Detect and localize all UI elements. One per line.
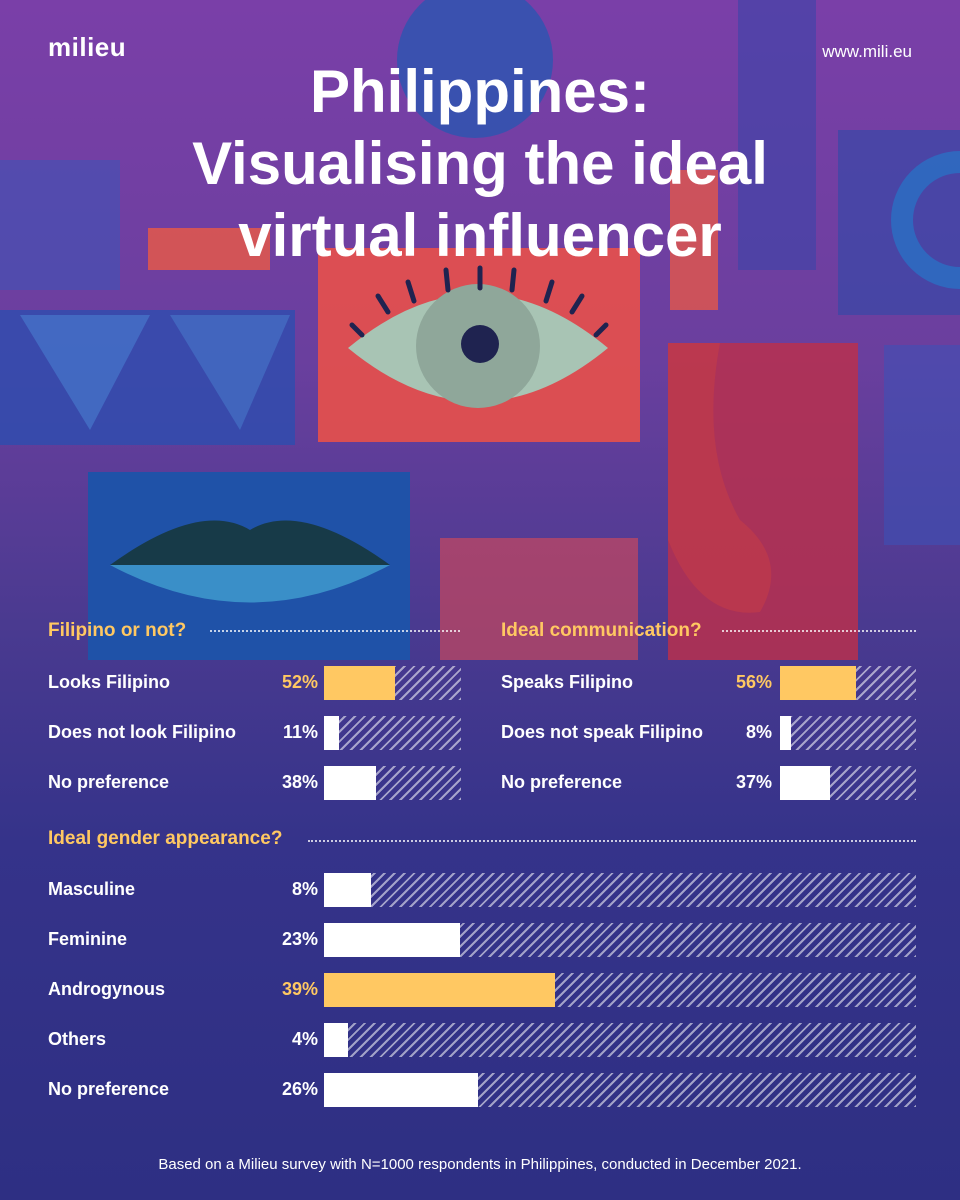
category-label: Androgynous: [48, 979, 165, 999]
bar: [324, 1073, 478, 1107]
bar-row: Others 4%: [48, 1023, 916, 1057]
deco-bar-red: [148, 228, 270, 270]
divider-dots: [308, 840, 916, 842]
category-label: Does not look Filipino: [48, 722, 236, 742]
category-label: No preference: [48, 772, 170, 792]
bar-track: [324, 716, 461, 750]
bar-track: [324, 973, 916, 1007]
bar-row: Androgynous 39%: [48, 973, 916, 1007]
bar-track: [324, 873, 916, 907]
bar: [324, 973, 555, 1007]
category-label: Feminine: [48, 929, 128, 949]
divider-dots: [722, 630, 916, 632]
bar-row: No preference 37%: [501, 766, 916, 800]
bar-track: [324, 1073, 916, 1107]
value-label: 4%: [291, 1029, 318, 1049]
value-label: 8%: [291, 879, 318, 899]
chart-title-filipino: Filipino or not?: [48, 620, 187, 641]
page-title: Philippines: Visualising the ideal virtu…: [60, 62, 900, 278]
value-label: 23%: [281, 929, 318, 949]
category-label: Looks Filipino: [48, 672, 170, 692]
title-line-1: Philippines:: [309, 58, 651, 125]
bar: [780, 766, 830, 800]
category-label: No preference: [48, 1079, 170, 1099]
bar-row: Feminine 23%: [48, 923, 916, 957]
lips-icon: [110, 520, 390, 603]
bar: [324, 923, 460, 957]
value-label: 37%: [735, 772, 772, 792]
deco-triangles: [20, 315, 150, 430]
deco-circle-top: [397, 0, 553, 138]
bar: [324, 873, 371, 907]
value-label: 11%: [282, 722, 318, 742]
illustration-art: [0, 0, 960, 660]
value-label: 52%: [281, 672, 318, 692]
nose-shape: [668, 343, 772, 613]
value-label: 26%: [281, 1079, 318, 1099]
bar-track: [324, 1023, 916, 1057]
bar-row: Looks Filipino 52%: [48, 666, 461, 700]
chart-title-communication: Ideal communication?: [501, 620, 702, 641]
bar-row: Does not look Filipino 11%: [48, 716, 461, 750]
bar-track: [780, 666, 916, 700]
brand-logo: milieu: [48, 32, 127, 62]
value-label: 8%: [745, 722, 772, 742]
value-label: 38%: [281, 772, 318, 792]
bar-track: [780, 716, 916, 750]
category-label: Does not speak Filipino: [501, 722, 704, 742]
category-label: Speaks Filipino: [501, 672, 634, 692]
bar-row: No preference 38%: [48, 766, 461, 800]
title-line-2: Visualising the ideal: [192, 130, 768, 197]
divider-dots: [210, 630, 460, 632]
value-label: 56%: [735, 672, 772, 692]
bar-row: No preference 26%: [48, 1073, 916, 1107]
deco-square-blue-left: [0, 160, 120, 290]
bar: [324, 1023, 348, 1057]
value-label: 39%: [281, 979, 318, 999]
bar: [780, 666, 856, 700]
bar: [780, 716, 791, 750]
bar-track: [324, 666, 461, 700]
bar: [324, 666, 395, 700]
bar-track: [780, 766, 916, 800]
deco-square-top-right: [738, 0, 816, 270]
eye-icon: [348, 265, 609, 408]
bar-row: Speaks Filipino 56%: [501, 666, 916, 700]
website-url[interactable]: www.mili.eu: [822, 42, 912, 61]
bar-track: [324, 923, 916, 957]
chart-title-gender: Ideal gender appearance?: [48, 828, 283, 849]
bar: [324, 716, 339, 750]
bar: [324, 766, 376, 800]
bar-row: Masculine 8%: [48, 873, 916, 907]
deco-ring: [891, 151, 960, 289]
footer-note: Based on a Milieu survey with N=1000 res…: [158, 1156, 802, 1173]
bar-track: [324, 766, 461, 800]
category-label: Masculine: [48, 879, 136, 899]
category-label: Others: [48, 1029, 107, 1049]
bar-row: Does not speak Filipino 8%: [501, 716, 916, 750]
category-label: No preference: [501, 772, 623, 792]
deco-square-red-mid: [440, 538, 638, 660]
title-line-3: virtual influencer: [238, 202, 722, 269]
